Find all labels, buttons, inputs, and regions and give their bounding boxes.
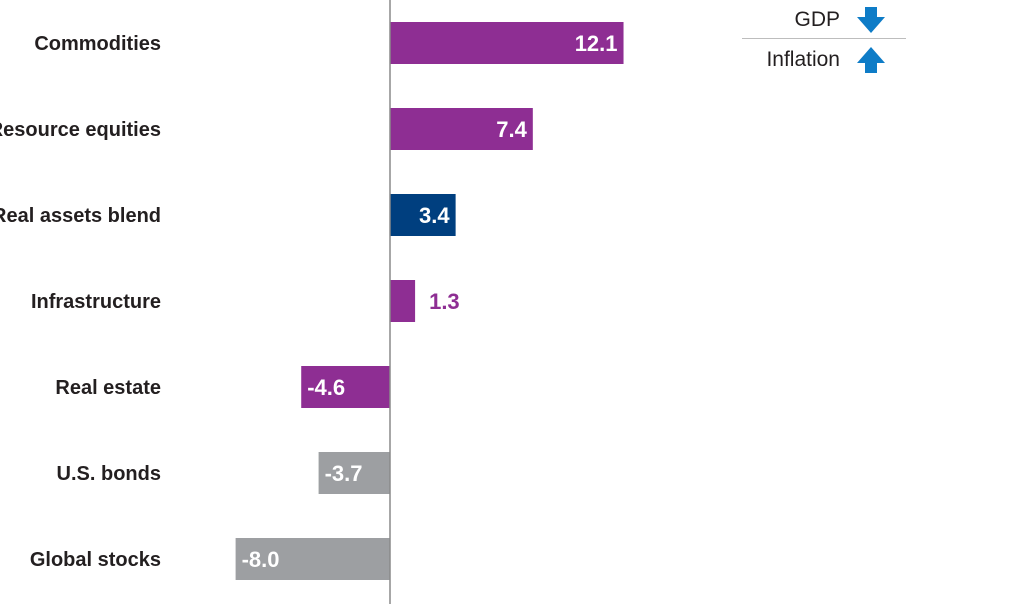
value-label-commodities: 12.1	[575, 31, 618, 56]
bar-infrastructure	[390, 280, 416, 322]
category-label-real-assets-blend: Real assets blend	[0, 205, 161, 227]
bars-group	[235, 22, 624, 580]
bar-commodities	[390, 22, 624, 64]
category-label-infrastructure: Infrastructure	[31, 291, 161, 313]
category-labels-group: Commodities Resource equities Real assets …	[0, 33, 161, 571]
value-label-u-s-bonds: -3.7	[325, 461, 363, 486]
bar-u-s-bonds	[318, 452, 390, 494]
value-label-infrastructure: 1.3	[429, 289, 460, 314]
legend: GDP Inflation	[742, 4, 906, 78]
category-label-resource-equities: Resource equities	[0, 119, 161, 141]
bar-real-assets-blend	[390, 194, 456, 236]
legend-divider	[742, 38, 906, 39]
legend-label-inflation: Inflation	[766, 48, 840, 71]
legend-item-inflation: Inflation	[766, 46, 886, 74]
bar-real-estate	[301, 366, 390, 408]
value-label-resource-equities: 7.4	[496, 117, 527, 142]
arrow-up-icon	[857, 47, 885, 73]
legend-item-gdp: GDP	[794, 6, 886, 34]
value-labels-group: 12.1 7.4 3.4 1.3 -4.6 -3.7 -8.0	[242, 31, 618, 572]
category-label-u-s-bonds: U.S. bonds	[57, 463, 161, 485]
category-label-real-estate: Real estate	[55, 377, 161, 399]
value-label-global-stocks: -8.0	[242, 547, 280, 572]
value-label-real-estate: -4.6	[307, 375, 345, 400]
bar-global-stocks	[235, 538, 390, 580]
category-label-commodities: Commodities	[34, 33, 161, 55]
category-label-global-stocks: Global stocks	[30, 549, 161, 571]
bar-resource-equities	[390, 108, 533, 150]
arrow-down-icon	[857, 7, 885, 33]
legend-label-gdp: GDP	[794, 8, 840, 31]
value-label-real-assets-blend: 3.4	[419, 203, 450, 228]
